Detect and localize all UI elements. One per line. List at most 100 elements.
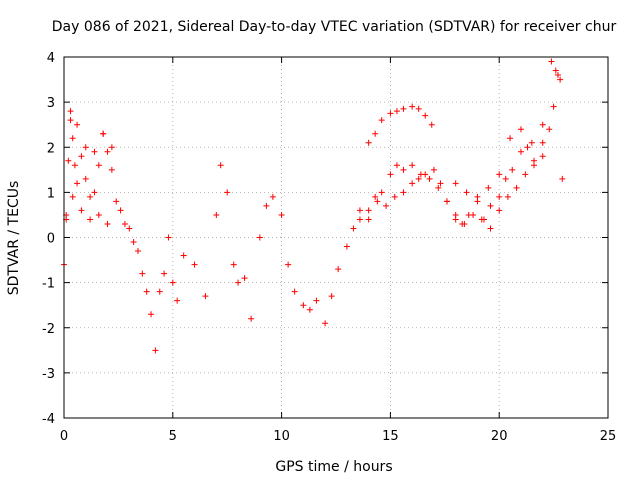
data-point xyxy=(224,189,231,196)
data-point xyxy=(531,162,538,169)
data-point xyxy=(139,270,146,277)
x-tick-label: 15 xyxy=(382,429,399,444)
data-point xyxy=(256,234,263,241)
data-point xyxy=(241,275,248,282)
x-tick-label: 0 xyxy=(60,429,68,444)
data-point xyxy=(487,225,494,232)
data-point xyxy=(387,171,394,178)
data-point xyxy=(452,180,459,187)
data-point xyxy=(415,175,422,182)
y-tick-label: -4 xyxy=(42,412,55,427)
series-1 xyxy=(67,58,564,200)
data-point xyxy=(126,225,133,232)
data-point xyxy=(82,144,89,151)
data-point xyxy=(550,103,557,110)
y-tick-label: 4 xyxy=(47,51,55,66)
data-point xyxy=(134,248,141,255)
data-point xyxy=(78,207,85,214)
axis-ticks: 0 5 10 15 20 25 -4 -3 -2 -1 0 1 2 3 4 xyxy=(42,51,616,444)
data-point xyxy=(217,162,224,169)
data-point xyxy=(350,225,357,232)
data-point xyxy=(180,252,187,259)
y-tick-label: -1 xyxy=(42,277,55,292)
data-point xyxy=(409,180,416,187)
data-point xyxy=(74,121,81,128)
data-point xyxy=(285,261,292,268)
data-point xyxy=(548,58,555,65)
data-point xyxy=(387,110,394,117)
data-point xyxy=(165,234,172,241)
data-point xyxy=(306,306,313,313)
data-point xyxy=(474,193,481,200)
data-point xyxy=(365,139,372,146)
data-point xyxy=(95,162,102,169)
data-point xyxy=(437,180,444,187)
data-point xyxy=(169,279,176,286)
data-point xyxy=(343,243,350,250)
data-points xyxy=(61,58,566,354)
data-point xyxy=(513,184,520,191)
data-point xyxy=(67,108,74,115)
data-point xyxy=(496,207,503,214)
data-point xyxy=(365,216,372,223)
data-point xyxy=(95,211,102,218)
data-point xyxy=(87,216,94,223)
data-point xyxy=(478,216,485,223)
data-point xyxy=(269,193,276,200)
data-point xyxy=(400,105,407,112)
data-point xyxy=(87,193,94,200)
data-point xyxy=(148,311,155,318)
data-point xyxy=(100,130,107,137)
x-axis-label: GPS time / hours xyxy=(275,459,392,475)
y-tick-label: 3 xyxy=(47,96,55,111)
y-tick-label: -2 xyxy=(42,322,55,337)
data-point xyxy=(393,108,400,115)
data-point xyxy=(509,166,516,173)
data-point xyxy=(156,288,163,295)
data-point xyxy=(554,72,561,79)
data-point xyxy=(278,211,285,218)
data-point xyxy=(487,202,494,209)
data-point xyxy=(161,270,168,277)
data-point xyxy=(322,320,329,327)
data-point xyxy=(104,148,111,155)
data-point xyxy=(174,297,181,304)
data-point xyxy=(202,293,209,300)
data-point xyxy=(435,184,442,191)
data-point xyxy=(291,288,298,295)
data-point xyxy=(409,103,416,110)
data-point xyxy=(372,130,379,137)
data-point xyxy=(374,198,381,205)
data-point xyxy=(502,175,509,182)
y-tick-label: -3 xyxy=(42,367,55,382)
data-point xyxy=(391,193,398,200)
data-point xyxy=(69,135,76,142)
data-point xyxy=(356,207,363,214)
data-point xyxy=(328,293,335,300)
grid xyxy=(64,57,608,418)
data-point xyxy=(378,189,385,196)
y-tick-label: 2 xyxy=(47,141,55,156)
data-point xyxy=(313,297,320,304)
data-point xyxy=(400,166,407,173)
data-point xyxy=(470,211,477,218)
data-point xyxy=(496,193,503,200)
data-point xyxy=(422,112,429,119)
data-point xyxy=(152,347,159,354)
data-point xyxy=(452,216,459,223)
data-point xyxy=(528,139,535,146)
data-point xyxy=(65,157,72,164)
x-tick-label: 25 xyxy=(600,429,617,444)
data-point xyxy=(443,198,450,205)
data-point xyxy=(372,193,379,200)
data-point xyxy=(559,175,566,182)
data-point xyxy=(485,184,492,191)
chart-title: Day 086 of 2021, Sidereal Day-to-day VTE… xyxy=(52,19,617,35)
data-point xyxy=(67,117,74,124)
data-point xyxy=(393,162,400,169)
data-point xyxy=(113,198,120,205)
data-point xyxy=(108,166,115,173)
data-point xyxy=(378,117,385,124)
data-point xyxy=(78,153,85,160)
